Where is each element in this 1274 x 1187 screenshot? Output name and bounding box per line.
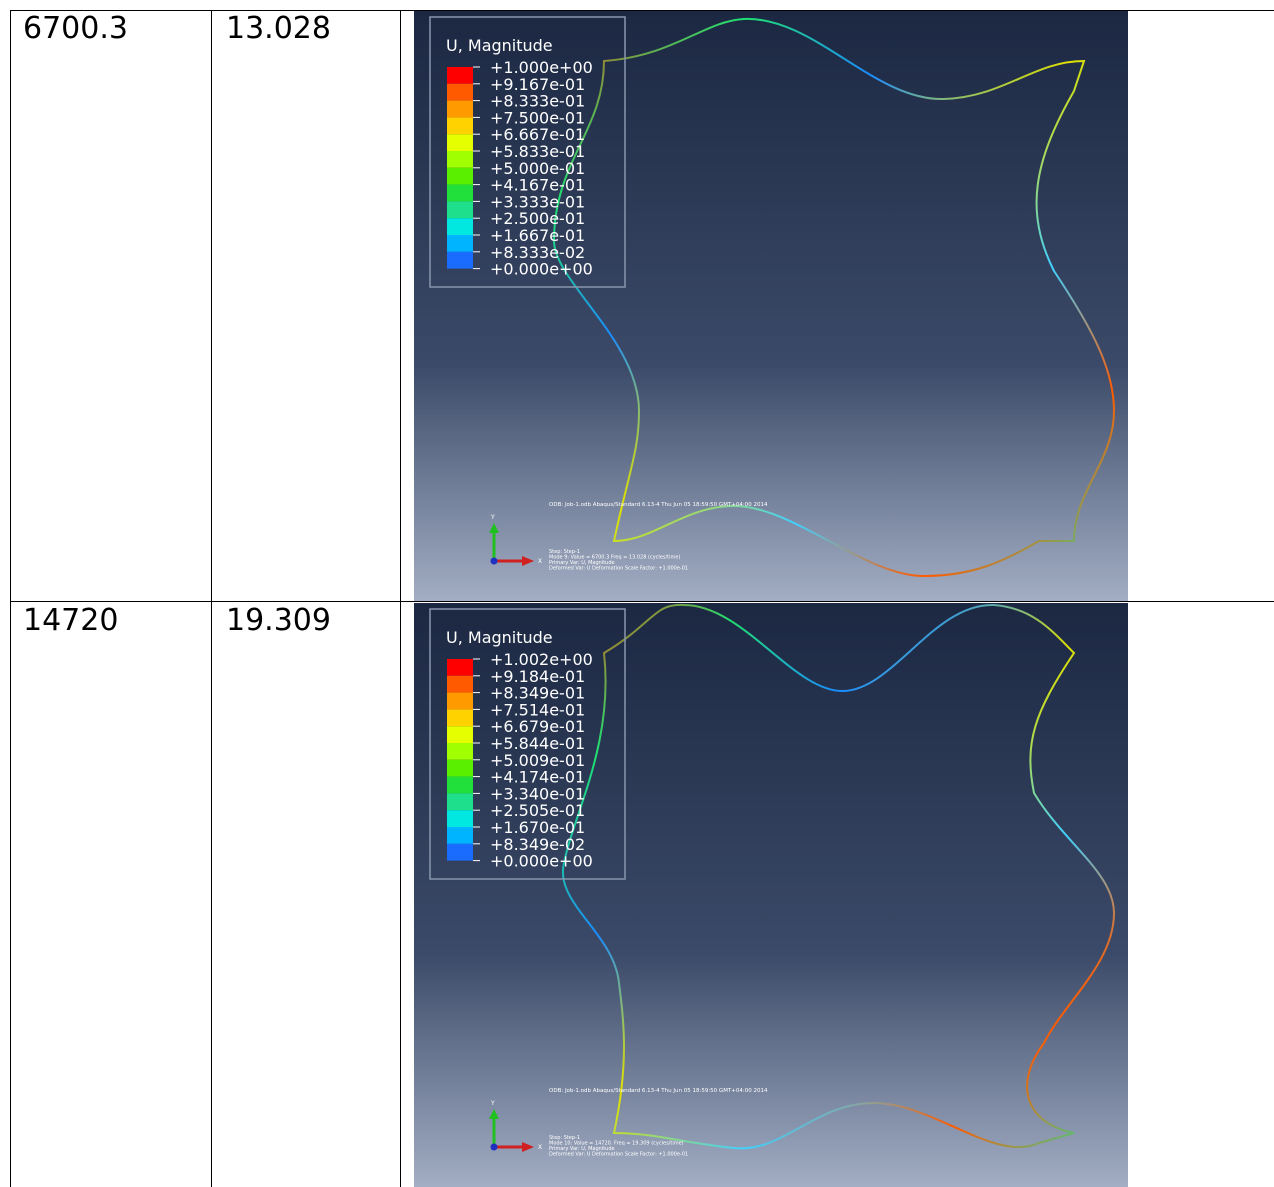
legend-swatch bbox=[447, 67, 473, 84]
page: {"table": {"rows": [ {"eigenvalue": "670… bbox=[0, 0, 1274, 1187]
legend-swatch bbox=[447, 693, 473, 710]
axis-label: X bbox=[538, 1144, 542, 1151]
info-text: ODB: Job-1.odb Abaqus/Standard 6.13-4 Th… bbox=[549, 1088, 768, 1094]
legend-swatch bbox=[447, 659, 473, 676]
axis-label: X bbox=[538, 558, 542, 565]
legend-swatch bbox=[447, 844, 473, 861]
legend-title: U, Magnitude bbox=[446, 628, 553, 647]
legend-swatch bbox=[447, 777, 473, 794]
legend-swatch bbox=[447, 709, 473, 726]
legend-swatch bbox=[447, 726, 473, 743]
legend-swatch bbox=[447, 151, 473, 168]
eigenvalue: 6700.3 bbox=[23, 11, 128, 46]
axis-label: Y bbox=[490, 514, 495, 521]
legend-swatch bbox=[447, 168, 473, 185]
info-text: ODB: Job-1.odb Abaqus/Standard 6.13-4 Th… bbox=[549, 502, 768, 508]
legend-title: U, Magnitude bbox=[446, 36, 553, 55]
axis-origin bbox=[491, 1144, 498, 1151]
info-text: Deformed Var: U Deformation Scale Factor… bbox=[549, 1152, 688, 1158]
table-border bbox=[10, 10, 11, 1187]
frequency: 19.309 bbox=[226, 603, 331, 638]
legend-swatch bbox=[447, 84, 473, 101]
legend-swatch bbox=[447, 676, 473, 693]
legend-label: +0.000e+00 bbox=[490, 852, 593, 871]
mode-shape-figure: U, Magnitude+1.000e+00+9.167e-01+8.333e-… bbox=[414, 11, 1128, 601]
legend-swatch bbox=[447, 793, 473, 810]
legend-swatch bbox=[447, 201, 473, 218]
mode-shape-figure: U, Magnitude+1.002e+00+9.184e-01+8.349e-… bbox=[414, 603, 1128, 1187]
legend-swatch bbox=[447, 218, 473, 235]
legend-swatch bbox=[447, 810, 473, 827]
legend-swatch bbox=[447, 134, 473, 151]
legend-swatch bbox=[447, 252, 473, 269]
legend-label: +0.000e+00 bbox=[490, 260, 593, 279]
table-border bbox=[400, 10, 401, 1187]
table-border bbox=[211, 10, 212, 1187]
legend-swatch bbox=[447, 743, 473, 760]
legend-swatch bbox=[447, 760, 473, 777]
legend-swatch bbox=[447, 101, 473, 118]
legend-swatch bbox=[447, 235, 473, 252]
axis-label: Y bbox=[490, 1100, 495, 1107]
info-text: Deformed Var: U Deformation Scale Factor… bbox=[549, 566, 688, 572]
axis-origin bbox=[491, 558, 498, 565]
legend-swatch bbox=[447, 827, 473, 844]
frequency: 13.028 bbox=[226, 11, 331, 46]
table-border bbox=[10, 601, 1274, 602]
legend-swatch bbox=[447, 185, 473, 202]
legend-swatch bbox=[447, 117, 473, 134]
eigenvalue: 14720 bbox=[23, 603, 118, 638]
